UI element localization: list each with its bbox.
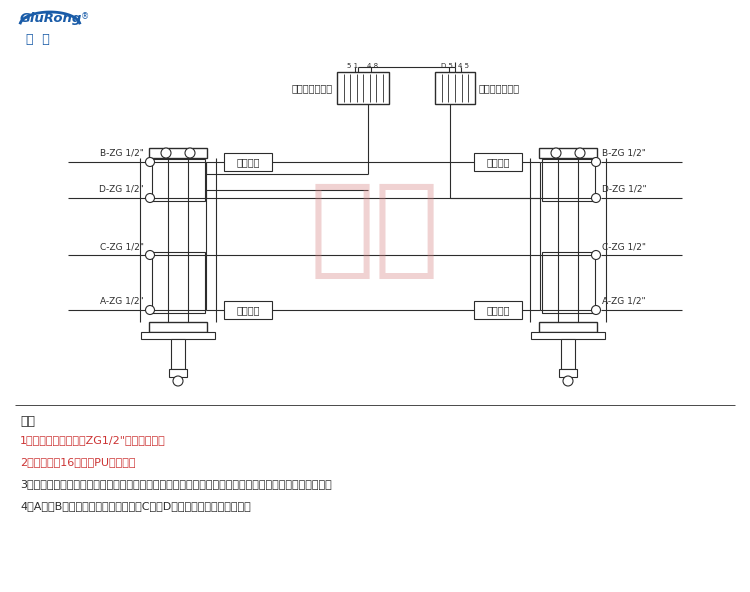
Bar	[542, 252, 595, 313]
Circle shape	[563, 376, 573, 386]
Bar	[542, 159, 595, 201]
Circle shape	[161, 148, 171, 158]
Text: 排气可调: 排气可调	[236, 157, 260, 167]
Bar	[561, 339, 575, 369]
Bar	[152, 159, 205, 201]
Circle shape	[592, 194, 601, 202]
Bar	[224, 153, 272, 171]
Text: 注：: 注：	[20, 415, 35, 428]
Circle shape	[185, 148, 195, 158]
Bar	[152, 252, 205, 313]
Bar	[141, 332, 215, 339]
Bar	[169, 369, 187, 377]
Text: C-ZG 1/2": C-ZG 1/2"	[100, 242, 144, 251]
Text: B-ZG 1/2": B-ZG 1/2"	[100, 149, 144, 158]
Bar	[539, 322, 597, 332]
Text: GiuRong: GiuRong	[20, 12, 82, 25]
Text: 玖  容: 玖 容	[26, 33, 50, 46]
Bar	[224, 301, 272, 319]
Text: 5 1: 5 1	[347, 63, 358, 69]
Text: C-ZG 1/2": C-ZG 1/2"	[602, 242, 646, 251]
Circle shape	[592, 250, 601, 259]
Circle shape	[146, 305, 154, 314]
Text: B-ZG 1/2": B-ZG 1/2"	[602, 149, 646, 158]
Circle shape	[146, 194, 154, 202]
Text: 4 8: 4 8	[368, 63, 379, 69]
Bar	[474, 301, 522, 319]
Bar	[559, 369, 577, 377]
Text: D-ZG 1/2": D-ZG 1/2"	[99, 185, 144, 194]
Bar	[435, 72, 475, 104]
Circle shape	[592, 157, 601, 166]
Bar	[149, 322, 207, 332]
Text: 4 5: 4 5	[458, 63, 469, 69]
Circle shape	[146, 157, 154, 166]
Circle shape	[146, 250, 154, 259]
Text: 3、两只增压缸采用同一电磁阀串联工作（电磁阀选用三位五通控制预压行程，二位五通控制增压行程）；: 3、两只增压缸采用同一电磁阀串联工作（电磁阀选用三位五通控制预压行程，二位五通控…	[20, 479, 332, 489]
Text: 排气可调: 排气可调	[486, 305, 510, 315]
Bar	[337, 72, 389, 104]
Circle shape	[551, 148, 561, 158]
Circle shape	[575, 148, 585, 158]
Text: ®: ®	[81, 12, 89, 21]
Circle shape	[592, 305, 601, 314]
Text: D-ZG 1/2": D-ZG 1/2"	[602, 185, 646, 194]
Text: 二位两通电磁阀: 二位两通电磁阀	[479, 83, 520, 93]
Text: 排气可调: 排气可调	[236, 305, 260, 315]
Text: 排气可调: 排气可调	[486, 157, 510, 167]
Text: 玛容: 玛容	[310, 177, 440, 283]
Bar	[474, 153, 522, 171]
Bar	[539, 148, 597, 158]
Text: A-ZG 1/2": A-ZG 1/2"	[602, 297, 646, 306]
Text: 1、气管连接接头选用ZG1/2"可调排气阀；: 1、气管连接接头选用ZG1/2"可调排气阀；	[20, 435, 166, 445]
Text: 三位五通电磁阀: 三位五通电磁阀	[292, 83, 333, 93]
Text: D 5: D 5	[441, 63, 453, 69]
Circle shape	[173, 376, 183, 386]
Bar	[149, 148, 207, 158]
Bar	[531, 332, 605, 339]
Bar	[171, 339, 185, 369]
Text: 4、A口和B口为增压缸预压行程接口，C口和D口为增压缸增压行程接口。: 4、A口和B口为增压缸预压行程接口，C口和D口为增压缸增压行程接口。	[20, 501, 250, 511]
Text: 2、使用直径16内径的PU气源管；: 2、使用直径16内径的PU气源管；	[20, 457, 136, 467]
Text: A-ZG 1/2": A-ZG 1/2"	[100, 297, 144, 306]
